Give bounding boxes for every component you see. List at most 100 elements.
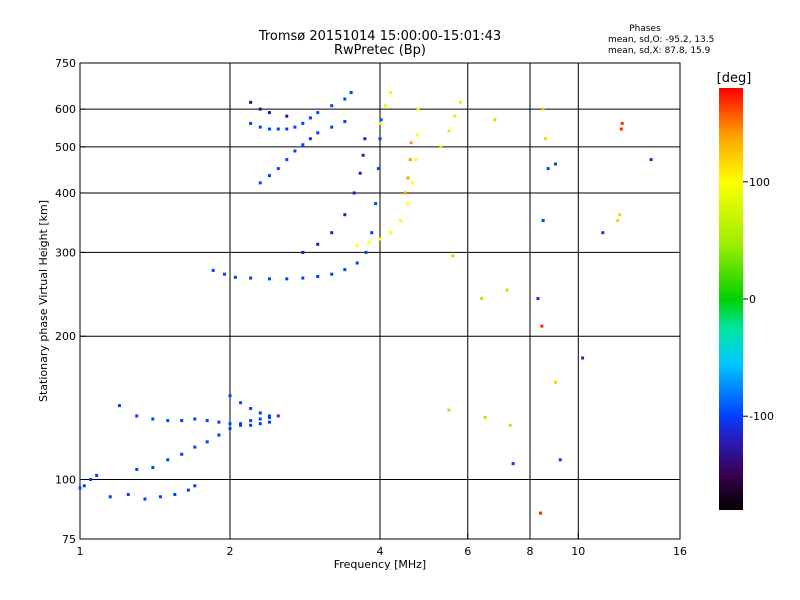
data-point: [95, 473, 99, 477]
data-point: [249, 423, 253, 427]
data-point: [301, 143, 305, 147]
data-point: [439, 145, 443, 149]
data-point: [258, 411, 262, 415]
data-point: [553, 380, 557, 384]
data-point: [553, 162, 557, 166]
grid-layer: [80, 63, 680, 539]
data-point: [239, 401, 243, 405]
data-point: [349, 91, 353, 95]
data-point: [451, 254, 455, 258]
data-point: [223, 272, 227, 276]
plot-area: 1 2 4 6 8 10 16 75 100 200 300 400 500 600 750: [55, 57, 687, 558]
data-point: [117, 404, 121, 408]
data-point: [389, 91, 393, 95]
data-point: [483, 415, 487, 419]
data-point: [415, 133, 419, 137]
data-point: [367, 240, 371, 244]
data-point: [343, 120, 347, 124]
data-point: [558, 458, 562, 462]
data-point: [285, 158, 289, 162]
y-axis-label: Stationary phase Virtual Height [km]: [37, 200, 50, 402]
data-point: [249, 407, 253, 411]
data-point: [544, 137, 548, 141]
data-point: [82, 484, 86, 488]
data-point: [355, 244, 359, 248]
x-tick-label: 8: [527, 545, 534, 558]
data-point: [233, 275, 237, 279]
y-tick-label: 400: [55, 187, 76, 200]
data-point: [249, 276, 253, 280]
data-point: [406, 176, 410, 180]
data-point: [508, 423, 512, 427]
data-point: [276, 167, 280, 171]
stats-line-o: mean, sd,O: -95.2, 13.5: [608, 35, 714, 45]
x-axis-label: Frequency [MHz]: [334, 558, 426, 571]
data-point: [239, 423, 243, 427]
data-point: [267, 127, 271, 131]
data-point: [330, 231, 334, 235]
y-tick-label: 200: [55, 330, 76, 343]
data-point: [343, 97, 347, 101]
data-point: [301, 276, 305, 280]
data-points: [78, 91, 653, 515]
x-tick-label: 4: [377, 545, 384, 558]
data-point: [267, 277, 271, 281]
y-tick-label: 600: [55, 103, 76, 116]
data-point: [649, 158, 653, 162]
data-point: [180, 419, 184, 423]
data-point: [135, 467, 139, 471]
data-point: [458, 100, 462, 104]
data-point: [403, 191, 407, 195]
data-point: [151, 417, 155, 421]
y-tick-label: 500: [55, 141, 76, 154]
colorbar: [719, 88, 743, 510]
data-point: [379, 118, 383, 122]
colorbar-tick-label: -100: [749, 410, 774, 423]
data-point: [316, 111, 320, 115]
data-point: [217, 420, 221, 424]
y-tick-label: 100: [55, 474, 76, 487]
data-point: [258, 125, 262, 129]
data-point: [370, 231, 374, 235]
data-point: [258, 422, 262, 426]
data-point: [364, 250, 368, 254]
data-point: [143, 497, 147, 501]
data-point: [374, 202, 378, 206]
data-point: [581, 356, 585, 360]
colorbar-ticks: 100 0 -100: [743, 176, 774, 423]
data-point: [511, 462, 515, 466]
data-point: [285, 127, 289, 131]
data-point: [453, 114, 457, 118]
data-point: [301, 121, 305, 125]
data-point: [619, 127, 623, 131]
data-point: [618, 213, 622, 217]
x-tick-label: 6: [464, 545, 471, 558]
data-point: [239, 422, 243, 426]
data-point: [546, 167, 550, 171]
data-point: [158, 495, 162, 499]
data-point: [205, 440, 209, 444]
data-point: [330, 272, 334, 276]
y-tick-label: 750: [55, 57, 76, 70]
data-point: [293, 125, 297, 129]
data-point: [228, 394, 232, 398]
data-point: [399, 219, 403, 223]
data-point: [414, 158, 418, 162]
data-point: [343, 268, 347, 272]
data-point: [330, 125, 334, 129]
data-point: [343, 213, 347, 217]
data-point: [301, 250, 305, 254]
data-point: [408, 158, 412, 162]
data-point: [363, 137, 367, 141]
data-point: [285, 277, 289, 281]
data-point: [308, 116, 312, 120]
data-point: [409, 141, 413, 145]
x-axis-ticks: 1 2 4 6 8 10 16: [77, 533, 687, 558]
data-point: [316, 131, 320, 135]
data-point: [276, 414, 280, 418]
data-point: [378, 237, 382, 241]
data-point: [135, 414, 139, 418]
data-point: [166, 419, 170, 423]
x-tick-label: 10: [571, 545, 585, 558]
